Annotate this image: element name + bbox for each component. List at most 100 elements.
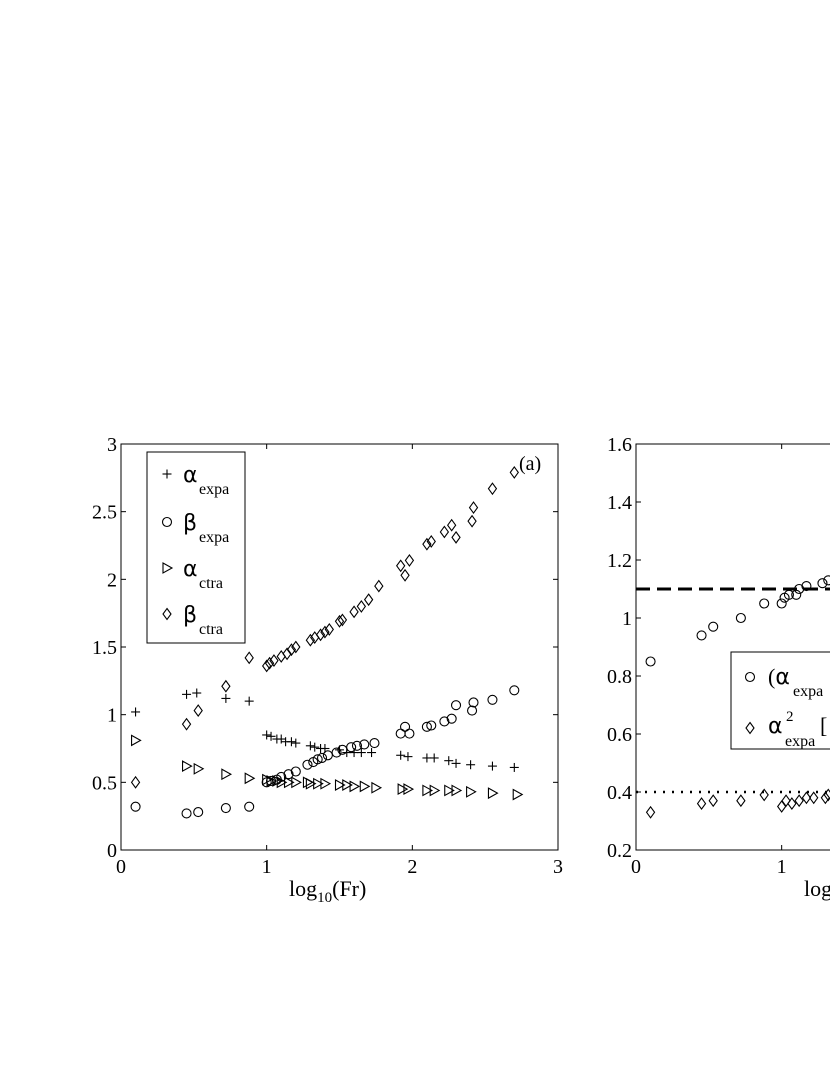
legend-entry-alpha-expa: α expa bbox=[162, 463, 229, 498]
panel-b-reference-lines bbox=[636, 587, 830, 794]
data-point-alpha2-expa bbox=[781, 794, 791, 808]
panel-b-x-tick-label: 1 bbox=[777, 856, 787, 878]
data-point-alpha-expa bbox=[466, 760, 476, 770]
legend-marker-alpha-expa bbox=[162, 469, 172, 479]
data-point-alpha-ctra bbox=[422, 784, 434, 797]
data-point-beta-expa bbox=[426, 720, 437, 731]
panel-b-y-tick-label: 0.6 bbox=[607, 724, 632, 746]
data-point-alpha-ctra bbox=[403, 783, 415, 796]
panel-a-y-tick-label: 2 bbox=[107, 569, 117, 591]
data-point-alpha-expa bbox=[403, 752, 413, 762]
data-point-beta-expa bbox=[302, 759, 313, 770]
data-point-beta-ctra bbox=[451, 530, 461, 544]
data-point-beta-ctra bbox=[400, 568, 410, 582]
data-point-beta-expa bbox=[312, 754, 323, 765]
data-point-alpha-expa bbox=[645, 656, 656, 667]
legend-entry-beta-ctra: β ctra bbox=[162, 603, 223, 638]
panel-a-x-tick-label: 3 bbox=[553, 856, 563, 878]
data-point-alpha-ctra bbox=[371, 781, 383, 794]
svg-text:α: α bbox=[768, 714, 783, 739]
data-point-beta-ctra bbox=[334, 614, 345, 628]
panel-b-y-tick-label: 0.2 bbox=[607, 840, 632, 862]
panel-b-legend-box bbox=[730, 651, 830, 750]
svg-text:β: β bbox=[183, 603, 197, 628]
data-point-alpha-expa bbox=[429, 753, 439, 763]
data-point-beta-expa bbox=[450, 700, 462, 711]
data-point-alpha-ctra bbox=[283, 776, 295, 789]
data-point-alpha-ctra bbox=[429, 784, 441, 797]
panel-b-ticks: 0 1 0.2 0.4 0.6 0.8 1 1.2 1.4 1.6 bbox=[607, 434, 787, 878]
data-point-alpha-ctra bbox=[305, 777, 317, 790]
data-point-alpha2-expa bbox=[820, 791, 830, 805]
data-point-alpha-ctra bbox=[320, 777, 332, 790]
data-point-beta-expa bbox=[395, 728, 406, 739]
data-point-alpha-expa bbox=[444, 756, 454, 766]
legend-entry-beta-expa: β expa bbox=[161, 511, 229, 546]
panel-b-x-tick-label: 0 bbox=[631, 856, 641, 878]
data-point-beta-expa bbox=[351, 740, 363, 751]
panel-b-y-tick: 1.4 bbox=[607, 492, 641, 514]
panel-a-y-tick-label: 1 bbox=[107, 705, 117, 727]
panel-a-y-tick: 2 bbox=[107, 569, 558, 591]
data-point-alpha-ctra bbox=[349, 780, 361, 793]
data-point-alpha-ctra bbox=[291, 776, 302, 789]
panel-a-series-beta-expa bbox=[130, 685, 520, 819]
svg-text:expa: expa bbox=[199, 481, 229, 498]
legend-marker-alpha-expa bbox=[744, 671, 756, 683]
data-point-beta-expa bbox=[283, 769, 294, 780]
panel-a-x-axis-label: log10(Fr) bbox=[289, 876, 366, 906]
data-point-alpha-ctra bbox=[182, 760, 193, 773]
data-point-beta-ctra bbox=[356, 599, 367, 613]
legend-marker-alpha2-expa bbox=[745, 721, 755, 735]
panel-b-y-tick: 0.2 bbox=[607, 840, 632, 862]
svg-text:log: log bbox=[804, 876, 830, 901]
data-point-alpha2-expa bbox=[736, 794, 746, 808]
panel-b-y-tick: 0.8 bbox=[607, 666, 641, 688]
data-point-alpha-ctra bbox=[276, 776, 288, 789]
data-point-beta-expa bbox=[331, 747, 342, 758]
data-point-alpha-expa bbox=[244, 696, 254, 706]
svg-text:expa: expa bbox=[199, 529, 229, 546]
panel-a-x-tick: 1 bbox=[262, 444, 272, 878]
data-point-alpha-expa bbox=[791, 589, 802, 600]
data-point-beta-expa bbox=[439, 716, 450, 727]
data-point-alpha-expa bbox=[708, 621, 719, 632]
panel-a-legend-box bbox=[146, 451, 246, 644]
data-point-beta-ctra bbox=[130, 775, 141, 789]
panel-b-y-tick-label: 1 bbox=[622, 608, 632, 630]
panel-a-y-tick: 0 bbox=[107, 840, 117, 862]
data-point-beta-expa bbox=[467, 705, 478, 716]
data-point-alpha-ctra bbox=[334, 779, 346, 791]
data-point-alpha-expa bbox=[794, 583, 805, 595]
data-point-beta-ctra bbox=[244, 651, 254, 665]
legend-entry-alpha-ctra: α ctra bbox=[162, 557, 223, 592]
data-point-beta-expa bbox=[404, 728, 415, 739]
data-point-alpha-expa bbox=[367, 748, 377, 758]
data-point-alpha-ctra bbox=[313, 777, 324, 790]
data-point-beta-expa bbox=[130, 801, 141, 812]
data-point-beta-expa bbox=[346, 742, 357, 753]
panel-a-x-tick-label: 0 bbox=[116, 856, 126, 878]
legend-entry-alpha-expa-ratio: (α expa bbox=[744, 664, 823, 700]
panel-b-y-tick: 0.6 bbox=[607, 724, 641, 746]
data-point-beta-ctra bbox=[324, 622, 334, 636]
data-point-beta-ctra bbox=[269, 654, 279, 667]
legend-marker-alpha-ctra bbox=[162, 562, 174, 574]
panel-b-y-tick-label: 1.2 bbox=[607, 550, 632, 572]
data-point-alpha-expa bbox=[310, 742, 320, 752]
data-point-beta-ctra bbox=[404, 553, 415, 567]
data-point-alpha-ctra bbox=[342, 779, 353, 791]
data-point-beta-ctra bbox=[509, 465, 519, 479]
data-point-alpha-expa bbox=[356, 748, 366, 758]
data-point-alpha-expa bbox=[451, 758, 461, 768]
panel-a-y-tick-label: 0.5 bbox=[92, 772, 117, 794]
data-point-beta-expa bbox=[290, 766, 301, 777]
panel-a-x-tick-label: 1 bbox=[262, 856, 272, 878]
data-point-beta-ctra bbox=[264, 656, 275, 670]
svg-text:log10(Fr): log10(Fr) bbox=[289, 876, 366, 906]
data-point-alpha-expa bbox=[131, 707, 141, 717]
data-point-beta-ctra bbox=[468, 501, 479, 515]
data-point-alpha2-expa bbox=[809, 791, 819, 805]
data-point-beta-expa bbox=[446, 713, 457, 724]
